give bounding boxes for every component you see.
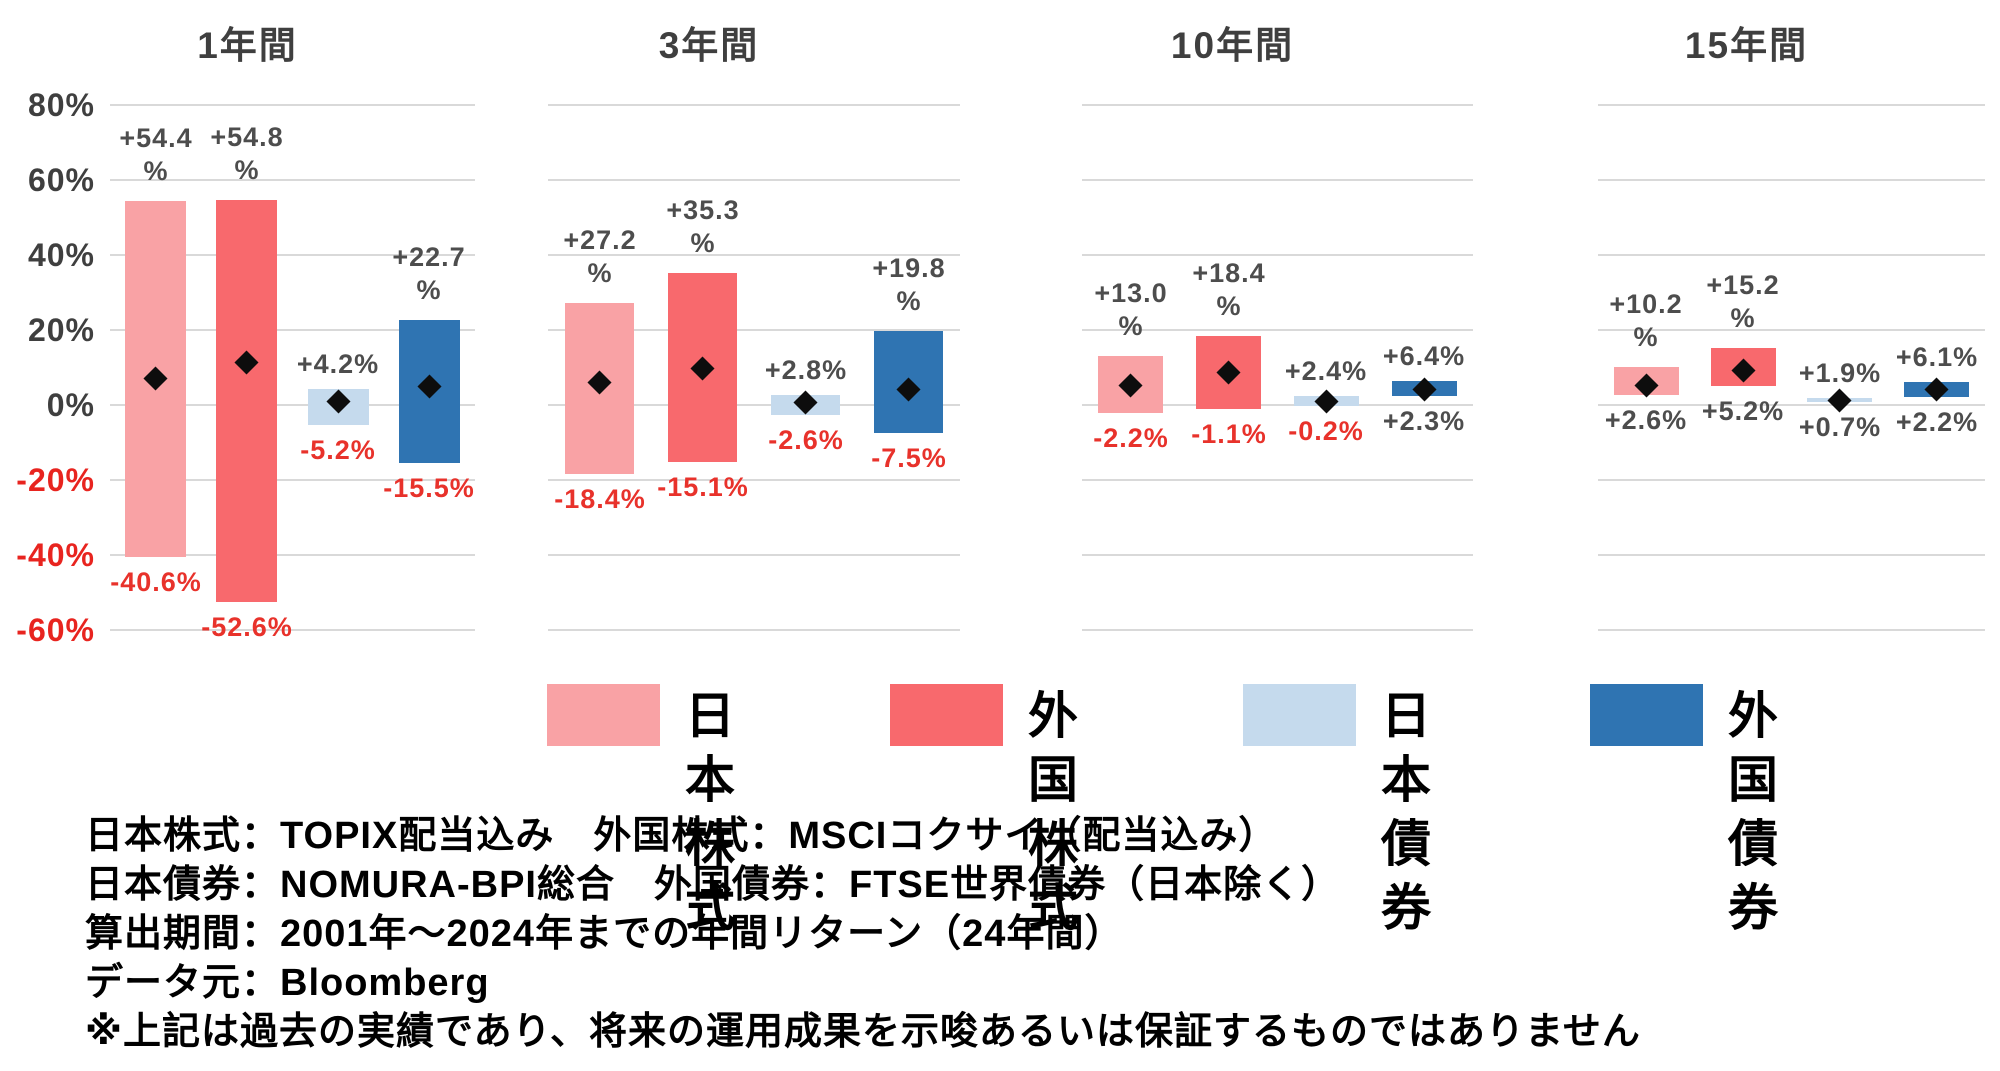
legend-swatch-foreign-stocks [890, 684, 1003, 746]
gridline [548, 554, 960, 556]
max-value-label: +6.4% [1382, 341, 1466, 371]
panel-title: 1年間 [197, 25, 298, 66]
footnote-line: 日本株式：TOPIX配当込み 外国株式：MSCIコクサイ（配当込み） [85, 815, 1278, 857]
min-value-label: +2.3% [1382, 406, 1466, 436]
gridline [1598, 479, 1985, 481]
max-value-label: +13.0 % [1094, 278, 1168, 341]
gridline [548, 104, 960, 106]
legend-label: 外国株式 [1028, 688, 1080, 936]
max-value-label: +27.2 % [563, 225, 637, 288]
footnote-line: 日本債券：NOMURA-BPI総合 外国債券：FTSE世界債券（日本除く） [85, 864, 1341, 906]
min-value-label: +2.2% [1895, 407, 1979, 437]
chart-legend: 日本株式 外国株式 日本債券 外国債券 [0, 660, 2000, 936]
min-value-label: -5.2% [300, 435, 376, 465]
min-value-label: -15.1% [657, 472, 749, 502]
gridline [1598, 254, 1985, 256]
gridline [110, 254, 475, 256]
gridline [548, 329, 960, 331]
min-value-label: -15.5% [383, 473, 475, 503]
min-value-label: -52.6% [201, 612, 293, 642]
min-value-label: -1.1% [1191, 419, 1267, 449]
y-axis-tick-label: -60% [16, 612, 95, 648]
gridline [1598, 329, 1985, 331]
footnote-line: 算出期間：2001年～2024年までの年間リターン（24年間） [85, 913, 1124, 955]
legend-label: 外国債券 [1728, 688, 1780, 936]
max-value-label: +6.1% [1895, 342, 1979, 372]
min-value-label: +2.6% [1604, 405, 1688, 435]
gridline [110, 179, 475, 181]
max-value-label: +10.2 % [1609, 289, 1683, 352]
gridline [548, 629, 960, 631]
y-axis-tick-label: 60% [27, 162, 95, 198]
max-value-label: +22.7 % [392, 242, 466, 305]
gridline [548, 479, 960, 481]
gridline [1082, 404, 1473, 406]
gridline [1598, 404, 1985, 406]
gridline [1082, 254, 1473, 256]
range-bar-foreign-stocks [216, 200, 277, 602]
y-axis-tick-label: -40% [16, 537, 95, 573]
y-axis-tick-label: 20% [27, 312, 95, 348]
chart-area: 1年間 80% 60% 40% 20% 0% -20% -40% -60% +54.4 % -40.… [16, 25, 1985, 648]
min-value-label: -18.4% [554, 484, 646, 514]
gridline [1598, 629, 1985, 631]
min-value-label: -40.6% [110, 567, 202, 597]
max-value-label: +18.4 % [1192, 258, 1266, 321]
max-value-label: +15.2 % [1706, 270, 1780, 333]
gridline [548, 179, 960, 181]
max-value-label: +35.3 % [666, 195, 740, 258]
gridline [1082, 104, 1473, 106]
min-value-label: -7.5% [871, 443, 947, 473]
min-value-label: +0.7% [1798, 412, 1882, 442]
gridline [1082, 179, 1473, 181]
max-value-label: +19.8 % [872, 253, 946, 316]
footnote-line: データ元：Bloomberg [85, 962, 490, 1004]
panel-title: 3年間 [658, 25, 760, 66]
footnote-line: ※上記は過去の実績であり、将来の運用成果を示唆あるいは保証するものではありません [85, 1011, 1641, 1053]
gridline [1598, 554, 1985, 556]
footnotes-block: 日本株式：TOPIX配当込み 外国株式：MSCIコクサイ（配当込み） 日本債券：N… [0, 790, 2000, 1071]
legend-label: 日本債券 [1381, 688, 1433, 936]
min-value-label: -2.2% [1093, 423, 1169, 453]
max-value-label: +4.2% [296, 349, 380, 379]
gridline [110, 404, 475, 406]
y-axis-tick-label: -20% [16, 462, 95, 498]
gridline [1082, 554, 1473, 556]
gridline [110, 329, 475, 331]
legend-swatch-japan-stocks [547, 684, 660, 746]
min-value-label: +5.2% [1701, 396, 1785, 426]
gridline [110, 554, 475, 556]
y-axis-tick-label: 40% [27, 237, 95, 273]
panel-title: 15年間 [1684, 25, 1809, 66]
gridline [1082, 329, 1473, 331]
gridline [548, 404, 960, 406]
max-value-label: +2.8% [764, 355, 848, 385]
panel-title: 10年間 [1170, 25, 1295, 66]
legend-swatch-japan-bonds [1243, 684, 1356, 746]
min-value-label: -0.2% [1288, 416, 1364, 446]
gridline [1598, 104, 1985, 106]
gridline [110, 479, 475, 481]
gridline [110, 104, 475, 106]
gridline [1082, 629, 1473, 631]
y-axis-tick-label: 0% [46, 387, 95, 423]
max-value-label: +1.9% [1798, 358, 1882, 388]
y-axis-tick-label: 80% [27, 87, 95, 123]
gridline [1082, 479, 1473, 481]
max-value-label: +54.4 % [119, 123, 193, 186]
gridline [110, 629, 475, 631]
max-value-label: +54.8 % [210, 122, 284, 185]
legend-label: 日本株式 [685, 688, 737, 936]
min-value-label: -2.6% [768, 425, 844, 455]
max-value-label: +2.4% [1284, 356, 1368, 386]
gridline [1598, 179, 1985, 181]
legend-swatch-foreign-bonds [1590, 684, 1703, 746]
gridline [548, 254, 960, 256]
